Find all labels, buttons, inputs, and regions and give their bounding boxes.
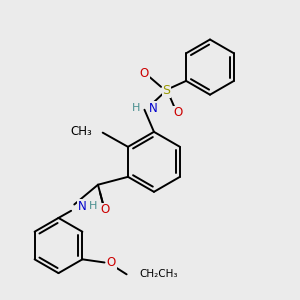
Text: H: H: [132, 103, 140, 113]
Text: O: O: [107, 256, 116, 269]
Text: O: O: [173, 106, 182, 119]
Text: CH₂CH₃: CH₂CH₃: [139, 269, 178, 279]
Text: O: O: [140, 67, 149, 80]
Text: H: H: [88, 201, 97, 211]
Text: O: O: [100, 203, 109, 216]
Text: N: N: [77, 200, 86, 213]
Text: S: S: [163, 84, 171, 97]
Text: CH₃: CH₃: [71, 124, 92, 138]
Text: N: N: [149, 102, 158, 115]
